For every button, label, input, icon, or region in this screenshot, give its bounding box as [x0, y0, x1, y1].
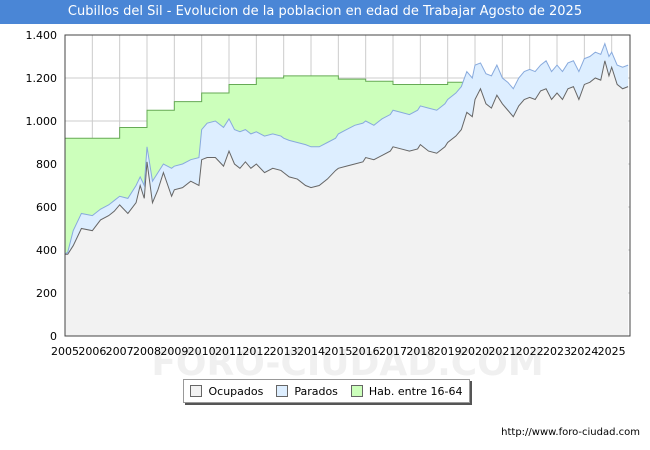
x-tick-label: 2014 — [297, 345, 325, 358]
x-tick-label: 2015 — [324, 345, 352, 358]
x-tick-label: 2007 — [106, 345, 134, 358]
x-tick-label: 2009 — [160, 345, 188, 358]
legend-item-parados: Parados — [276, 385, 338, 398]
series-areas — [65, 42, 629, 336]
y-tick-label: 400 — [36, 244, 57, 257]
legend-swatch-parados — [276, 385, 289, 397]
series-area-ocupados — [65, 60, 629, 336]
x-tick-label: 2020 — [461, 345, 489, 358]
legend-label-ocupados: Ocupados — [208, 384, 264, 398]
x-axis: 2005 2006 2007 2008 2009 2010 2011 2012 2013 2014… — [51, 345, 626, 358]
y-tick-label: 800 — [36, 158, 57, 171]
x-tick-label: 2006 — [78, 345, 106, 358]
x-tick-label: 2023 — [543, 345, 571, 358]
x-tick-label: 2019 — [434, 345, 462, 358]
legend-swatch-ocupados — [190, 385, 203, 397]
x-tick-label: 2022 — [516, 345, 544, 358]
source-link[interactable]: http://www.foro-ciudad.com — [501, 427, 640, 438]
plot-frame — [64, 34, 631, 337]
x-tick-label: 2011 — [215, 345, 243, 358]
y-tick-label: 600 — [36, 201, 57, 214]
x-tick-label: 2016 — [352, 345, 380, 358]
legend-label-parados: Parados — [294, 384, 338, 398]
legend-item-ocupados: Ocupados — [190, 385, 263, 398]
y-tick-label: 0 — [50, 330, 57, 343]
x-tick-label: 2008 — [133, 345, 161, 358]
x-tick-label: 2024 — [570, 345, 598, 358]
x-tick-label: 2018 — [406, 345, 434, 358]
y-tick-label: 1.400 — [26, 29, 58, 42]
x-tick-label: 2025 — [598, 345, 626, 358]
x-tick-label: 2005 — [51, 345, 79, 358]
y-tick-label: 200 — [36, 287, 57, 300]
x-tick-label: 2017 — [379, 345, 407, 358]
series-line-ocupados — [65, 60, 629, 255]
chart-title: Cubillos del Sil - Evolucion de la pobla… — [0, 0, 650, 24]
y-tick-label: 1.200 — [26, 72, 58, 85]
x-tick-label: 2012 — [242, 345, 270, 358]
series-line-parados — [65, 42, 629, 255]
legend-item-hab: Hab. entre 16-64 — [350, 384, 463, 398]
x-tick-label: 2010 — [188, 345, 216, 358]
watermark: FORO-CIUDAD.COM — [151, 343, 543, 384]
y-axis: 0 200 400 600 800 1.000 1.200 1.400 — [26, 29, 58, 343]
legend-label-hab: Hab. entre 16-64 — [368, 384, 463, 398]
x-tick-label: 2021 — [488, 345, 516, 358]
legend: Ocupados Parados Hab. entre 16-64 — [183, 379, 470, 403]
legend-swatch-hab — [350, 385, 363, 397]
y-tick-label: 1.000 — [26, 115, 58, 128]
x-tick-label: 2013 — [270, 345, 298, 358]
